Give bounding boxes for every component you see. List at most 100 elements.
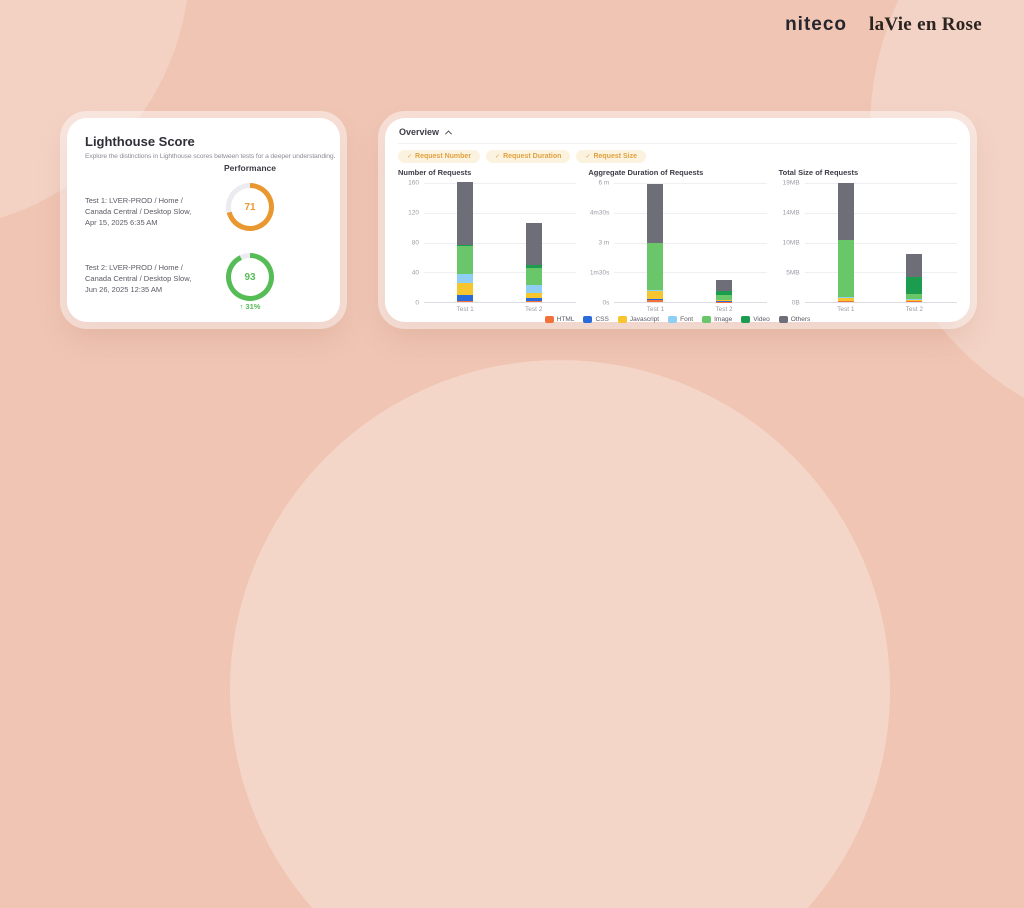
legend-swatch — [618, 316, 627, 323]
y-tick-label: 14MB — [783, 210, 800, 217]
bar-segment-video[interactable] — [906, 277, 922, 293]
overview-header[interactable]: Overview — [398, 126, 957, 144]
legend-item-javascript[interactable]: Javascript — [618, 316, 659, 323]
bar-segment-others[interactable] — [647, 184, 663, 243]
legend-swatch — [702, 316, 711, 323]
stacked-bar-test-2[interactable] — [716, 280, 732, 302]
x-tick-label: Test 1 — [456, 306, 473, 313]
performance-gauge-test-1[interactable]: 71 — [226, 183, 274, 231]
y-tick-label: 0B — [792, 300, 800, 307]
niteco-logo: niteco — [785, 14, 847, 36]
filter-label: Request Duration — [503, 153, 561, 160]
x-tick-label: Test 1 — [647, 306, 664, 313]
x-tick-label: Test 2 — [715, 306, 732, 313]
legend-item-font[interactable]: Font — [668, 316, 693, 323]
check-icon: ✓ — [585, 153, 590, 160]
score-improvement-badge: ↑ 31% — [200, 302, 300, 311]
bar-segment-html[interactable] — [457, 301, 473, 303]
brand-bar: niteco laVie en Rose — [785, 14, 982, 36]
chart-total-size: Total Size of Requests 19MB 14MB 10MB 5MB 0B… — [779, 168, 957, 313]
stacked-bar-test-1[interactable] — [647, 184, 663, 302]
legend-swatch — [741, 316, 750, 323]
legend-item-image[interactable]: Image — [702, 316, 732, 323]
test-2-label-line-3: Jun 26, 2025 12:35 AM — [85, 284, 191, 295]
legend-swatch — [583, 316, 592, 323]
filter-request-duration[interactable]: ✓ Request Duration — [486, 150, 570, 163]
gridline — [614, 183, 766, 184]
bar-segment-font[interactable] — [457, 274, 473, 283]
filter-request-size[interactable]: ✓ Request Size — [576, 150, 646, 163]
decorative-circle-bottom — [230, 360, 890, 908]
chevron-up-icon[interactable] — [445, 130, 452, 137]
legend-label: HTML — [557, 316, 575, 323]
gridline — [424, 243, 576, 244]
legend-item-css[interactable]: CSS — [583, 316, 608, 323]
legend-swatch — [779, 316, 788, 323]
gridline — [614, 272, 766, 273]
bar-segment-others[interactable] — [716, 280, 732, 291]
gridline — [805, 213, 957, 214]
bar-segment-html[interactable] — [647, 300, 663, 302]
bar-segment-image[interactable] — [526, 268, 542, 285]
bar-segment-others[interactable] — [906, 254, 922, 278]
filter-label: Request Number — [415, 153, 471, 160]
y-tick-label: 19MB — [783, 180, 800, 187]
legend-label: Video — [753, 316, 770, 323]
filter-label: Request Size — [593, 153, 637, 160]
bar-segment-javascript[interactable] — [457, 283, 473, 294]
x-tick-label: Test 2 — [525, 306, 542, 313]
stacked-bar-test-2[interactable] — [906, 254, 922, 302]
x-axis-labels: Test 1 Test 2 — [614, 303, 766, 313]
legend-item-others[interactable]: Others — [779, 316, 811, 323]
y-tick-label: 0s — [602, 300, 609, 307]
performance-gauge-test-2[interactable]: 93 — [226, 253, 274, 301]
filter-request-number[interactable]: ✓ Request Number — [398, 150, 480, 163]
gridline — [424, 272, 576, 273]
x-tick-label: Test 2 — [906, 306, 923, 313]
y-tick-label: 1m30s — [590, 270, 610, 277]
gridline — [614, 243, 766, 244]
stacked-bar-test-1[interactable] — [838, 183, 854, 302]
lighthouse-score-card: Lighthouse Score Explore the distinction… — [67, 118, 340, 322]
card-title: Lighthouse Score — [85, 134, 322, 149]
y-tick-label: 10MB — [783, 240, 800, 247]
y-tick-label: 3 m — [598, 240, 609, 247]
chart-title: Aggregate Duration of Requests — [588, 168, 766, 177]
legend-item-html[interactable]: HTML — [545, 316, 575, 323]
bar-segment-image[interactable] — [647, 243, 663, 290]
legend-item-video[interactable]: Video — [741, 316, 770, 323]
chart-title: Total Size of Requests — [779, 168, 957, 177]
performance-score-test-2: 93 — [226, 253, 274, 301]
gridline — [805, 243, 957, 244]
bar-segment-javascript[interactable] — [647, 291, 663, 299]
bar-segment-image[interactable] — [838, 240, 854, 297]
check-icon: ✓ — [495, 153, 500, 160]
bar-segment-html[interactable] — [838, 301, 854, 302]
card-subtitle: Explore the distinctions in Lighthouse s… — [85, 153, 322, 160]
plot-area — [614, 183, 766, 303]
stacked-bar-test-1[interactable] — [457, 182, 473, 302]
bar-segment-html[interactable] — [526, 301, 542, 302]
x-axis-labels: Test 1 Test 2 — [424, 303, 576, 313]
bar-segment-html[interactable] — [906, 301, 922, 302]
y-tick-label: 5MB — [786, 270, 799, 277]
check-icon: ✓ — [407, 153, 412, 160]
bar-segment-image[interactable] — [457, 246, 473, 275]
stacked-bar-test-2[interactable] — [526, 223, 542, 302]
y-tick-label: 80 — [412, 240, 419, 247]
gridline — [424, 213, 576, 214]
metric-filter-pills: ✓ Request Number ✓ Request Duration ✓ Re… — [398, 150, 957, 163]
bar-segment-font[interactable] — [526, 285, 542, 293]
bar-segment-others[interactable] — [838, 183, 854, 240]
gridline — [805, 272, 957, 273]
bar-segment-others[interactable] — [457, 182, 473, 245]
bar-segment-others[interactable] — [526, 223, 542, 265]
test-1-label-line-1: Test 1: LVER-PROD / Home / — [85, 195, 191, 206]
gridline — [805, 183, 957, 184]
